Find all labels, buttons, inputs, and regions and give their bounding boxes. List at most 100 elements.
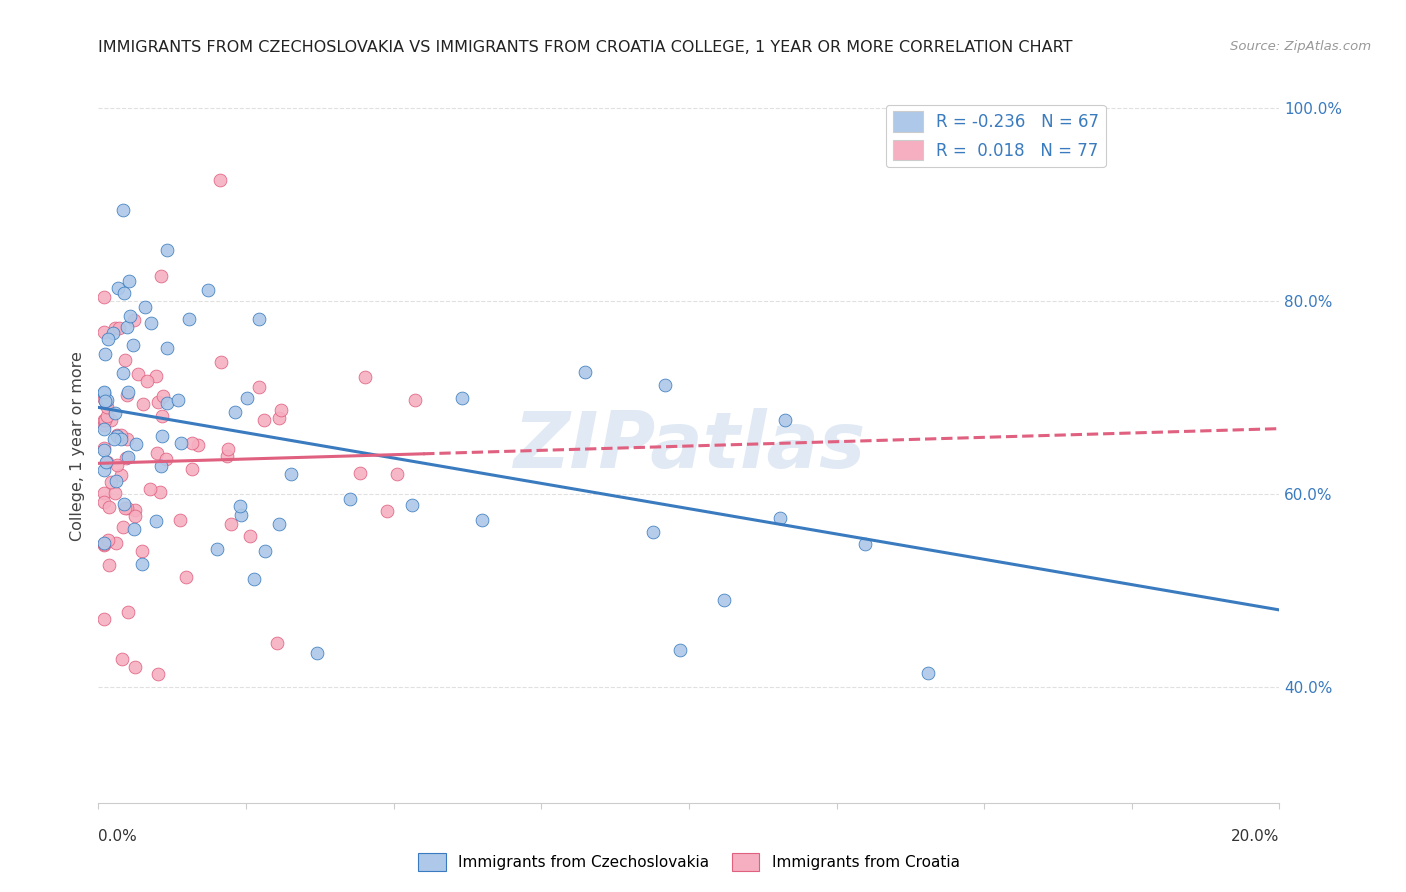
- Point: [215, 449, 238, 463]
- Point: [177, 312, 200, 326]
- Point: [93, 441, 115, 455]
- Point: [170, 436, 193, 450]
- Point: [124, 503, 146, 517]
- Point: [217, 442, 239, 456]
- Point: [270, 402, 292, 417]
- Point: [253, 412, 276, 426]
- Point: [155, 451, 177, 466]
- Point: [103, 406, 125, 420]
- Point: [105, 458, 128, 473]
- Point: [115, 320, 138, 334]
- Point: [96, 395, 118, 409]
- Point: [93, 537, 115, 551]
- Point: [96, 455, 118, 469]
- Point: [224, 405, 246, 419]
- Point: [105, 428, 128, 442]
- Point: [93, 385, 115, 400]
- Point: [112, 366, 135, 380]
- Point: [149, 485, 172, 500]
- Point: [471, 513, 494, 527]
- Point: [451, 392, 474, 406]
- Point: [917, 665, 939, 680]
- Text: ZIPatlas: ZIPatlas: [513, 408, 865, 484]
- Point: [139, 482, 162, 496]
- Point: [93, 536, 115, 550]
- Point: [254, 544, 277, 558]
- Point: [773, 413, 796, 427]
- Point: [174, 570, 197, 584]
- Point: [149, 458, 172, 473]
- Point: [127, 368, 149, 382]
- Text: Source: ZipAtlas.com: Source: ZipAtlas.com: [1230, 40, 1371, 54]
- Point: [242, 572, 264, 586]
- Point: [101, 326, 124, 340]
- Text: IMMIGRANTS FROM CZECHOSLOVAKIA VS IMMIGRANTS FROM CROATIA COLLEGE, 1 YEAR OR MOR: IMMIGRANTS FROM CZECHOSLOVAKIA VS IMMIGR…: [98, 40, 1073, 55]
- Point: [169, 513, 191, 527]
- Point: [110, 432, 132, 446]
- Point: [110, 468, 132, 483]
- Point: [132, 397, 155, 411]
- Point: [853, 537, 876, 551]
- Point: [131, 543, 153, 558]
- Point: [117, 605, 139, 619]
- Point: [125, 437, 148, 451]
- Point: [124, 659, 146, 673]
- Point: [93, 612, 115, 626]
- Point: [401, 498, 423, 512]
- Point: [104, 475, 127, 489]
- Point: [117, 274, 139, 288]
- Point: [713, 592, 735, 607]
- Point: [94, 413, 117, 427]
- Point: [349, 466, 371, 480]
- Point: [104, 485, 127, 500]
- Point: [93, 384, 115, 399]
- Point: [145, 514, 167, 528]
- Point: [96, 455, 118, 469]
- Text: 20.0%: 20.0%: [1232, 830, 1279, 844]
- Point: [97, 533, 120, 547]
- Point: [574, 365, 596, 379]
- Legend: R = -0.236   N = 67, R =  0.018   N = 77: R = -0.236 N = 67, R = 0.018 N = 77: [886, 104, 1105, 167]
- Point: [93, 290, 115, 304]
- Point: [107, 320, 129, 334]
- Point: [94, 347, 117, 361]
- Point: [149, 269, 172, 284]
- Point: [146, 666, 169, 681]
- Point: [150, 429, 173, 443]
- Point: [769, 511, 792, 525]
- Point: [150, 409, 173, 423]
- Point: [167, 392, 190, 407]
- Point: [124, 522, 146, 536]
- Point: [134, 301, 156, 315]
- Point: [93, 538, 115, 552]
- Point: [122, 338, 145, 352]
- Point: [112, 285, 135, 300]
- Point: [111, 203, 134, 218]
- Point: [104, 321, 127, 335]
- Point: [236, 391, 259, 405]
- Point: [205, 542, 228, 557]
- Point: [117, 450, 139, 464]
- Point: [247, 380, 270, 394]
- Point: [148, 395, 170, 409]
- Point: [404, 393, 426, 408]
- Point: [94, 393, 117, 408]
- Point: [115, 388, 138, 402]
- Point: [114, 497, 136, 511]
- Point: [124, 509, 146, 524]
- Point: [93, 463, 115, 477]
- Point: [181, 436, 204, 450]
- Point: [118, 309, 141, 323]
- Point: [98, 500, 121, 514]
- Point: [146, 446, 169, 460]
- Point: [93, 392, 115, 406]
- Point: [93, 325, 115, 339]
- Point: [111, 652, 134, 666]
- Point: [654, 378, 676, 392]
- Point: [115, 500, 138, 515]
- Point: [93, 485, 115, 500]
- Point: [354, 370, 377, 384]
- Point: [96, 400, 118, 414]
- Point: [93, 495, 115, 509]
- Point: [280, 467, 302, 481]
